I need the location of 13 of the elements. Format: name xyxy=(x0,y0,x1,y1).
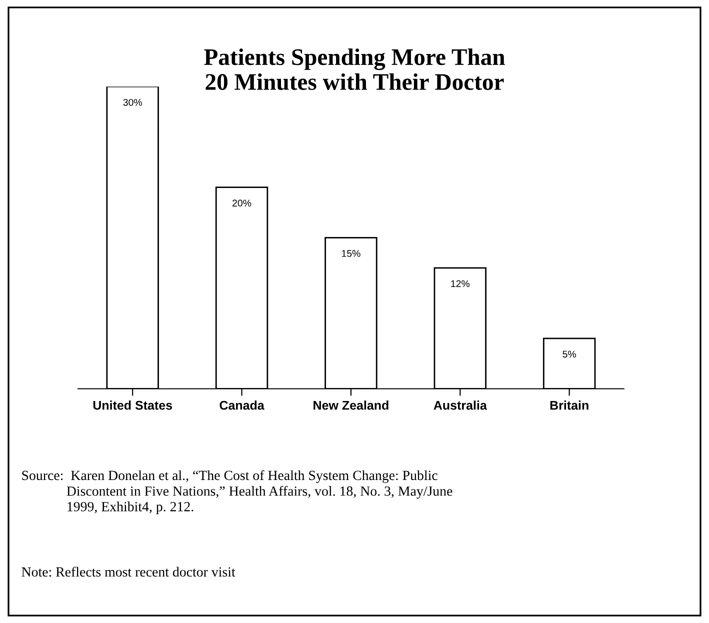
data-label: 5% xyxy=(562,350,576,358)
source-note: Source: Karen Donelan et al., “The Cost of Health System Change: Public Discontent in Five Nations,” Health Affairs, vol. 18, No. 3, May/June 1999, Exhibit4, p. 212. xyxy=(22,470,452,514)
x-tick-label: Australia xyxy=(434,400,487,410)
data-label: 20% xyxy=(232,200,252,207)
x-tick-label: United States xyxy=(93,400,172,410)
text: Note: Reflects most recent doctor visit xyxy=(22,566,236,577)
data-label: 15% xyxy=(342,250,360,257)
chart-title: Patients Spending More Than 20 Minutes with Their Doctor xyxy=(204,48,505,90)
x-tick-label: Britain xyxy=(550,400,588,410)
x-tick-label: New Zealand xyxy=(314,400,388,410)
data-label: 12% xyxy=(451,280,470,288)
x-tick-label: Canada xyxy=(220,400,264,410)
data-label: 30% xyxy=(123,98,142,106)
